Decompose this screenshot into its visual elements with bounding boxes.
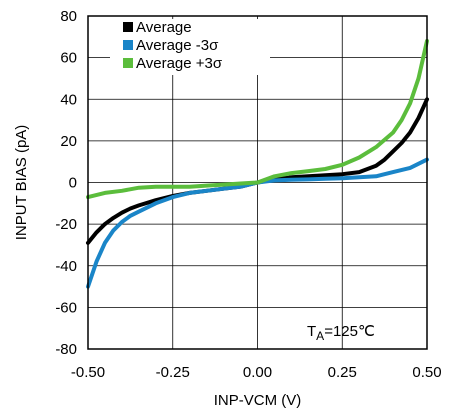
y-tick-label: 0 xyxy=(69,175,77,192)
x-tick-label: 0.00 xyxy=(243,364,272,381)
legend-swatch xyxy=(123,58,133,68)
y-tick-label: 80 xyxy=(60,8,77,25)
x-axis-label: INP-VCM (V) xyxy=(214,392,302,409)
annotation-main: T xyxy=(307,323,316,340)
legend-background xyxy=(110,19,270,75)
x-tick-label: 0.50 xyxy=(412,364,441,381)
x-tick-labels: -0.50 -0.25 0.00 0.25 0.50 xyxy=(71,364,442,381)
annotation-subscript: A xyxy=(316,329,324,343)
y-tick-label: 40 xyxy=(60,91,77,108)
y-tick-labels: -80 -60 -40 -20 0 20 40 60 80 xyxy=(55,8,77,358)
series-line-2 xyxy=(86,39,429,200)
series-line-1 xyxy=(86,157,429,289)
temperature-annotation: TA=125℃ xyxy=(307,323,375,343)
series-lines xyxy=(86,39,429,289)
y-tick-label: -40 xyxy=(55,258,77,275)
legend-swatch xyxy=(123,40,133,50)
plot-frame xyxy=(87,15,428,350)
legend-label: Average +3σ xyxy=(136,55,223,72)
x-tick-label: -0.25 xyxy=(156,364,190,381)
y-tick-label: 60 xyxy=(60,50,77,67)
x-tick-label: -0.50 xyxy=(71,364,105,381)
y-axis-label: INPUT BIAS (pA) xyxy=(13,125,30,241)
x-tick-label: 0.25 xyxy=(328,364,357,381)
legend-swatch xyxy=(123,22,133,32)
y-tick-label: -60 xyxy=(55,299,77,316)
annotation-rest: =125℃ xyxy=(324,323,375,340)
y-tick-label: 20 xyxy=(60,133,77,150)
y-tick-label: -80 xyxy=(55,341,77,358)
y-tick-label: -20 xyxy=(55,216,77,233)
legend-label: Average xyxy=(136,19,192,36)
legend-label: Average -3σ xyxy=(136,37,219,54)
